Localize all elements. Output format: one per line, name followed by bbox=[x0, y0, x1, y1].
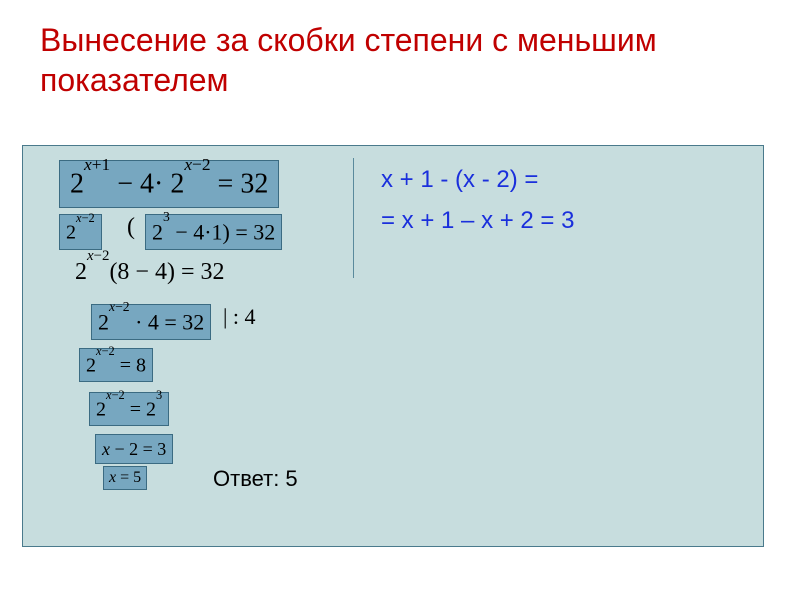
side-line2: = x + 1 – x + 2 = 3 bbox=[381, 201, 574, 242]
paren-open: ( bbox=[127, 214, 135, 241]
step8: x = 5 bbox=[103, 466, 147, 490]
step2-rest: 23 − 4·1) = 32 bbox=[145, 214, 282, 250]
divide-by-4: | : 4 bbox=[223, 304, 256, 330]
vertical-divider bbox=[353, 158, 354, 278]
step4: 2x−2 · 4 = 32 bbox=[91, 304, 211, 340]
side-line1: x + 1 - (x - 2) = bbox=[381, 160, 574, 201]
step2-factor: 2x−2 bbox=[59, 214, 102, 250]
step6: 2x−2 = 23 bbox=[89, 392, 169, 426]
step7: x − 2 = 3 bbox=[95, 434, 173, 464]
slide: Вынесение за скобки степени с меньшим по… bbox=[0, 0, 800, 600]
side-calculation: x + 1 - (x - 2) = = x + 1 – x + 2 = 3 bbox=[381, 160, 574, 242]
slide-title: Вынесение за скобки степени с меньшим по… bbox=[40, 20, 760, 100]
step3: 2x−2(8 − 4) = 32 bbox=[69, 254, 231, 290]
step5: 2x−2 = 8 bbox=[79, 348, 153, 382]
answer-label: Ответ: 5 bbox=[213, 466, 298, 492]
content-box: 2x+1 − 4· 2x−2 = 32 2x−2 ( 23 − 4·1) = 3… bbox=[22, 145, 764, 547]
main-equation: 2x+1 − 4· 2x−2 = 32 bbox=[59, 160, 279, 208]
